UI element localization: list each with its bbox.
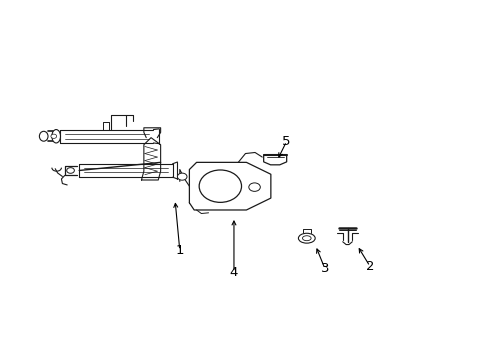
- Ellipse shape: [298, 233, 315, 243]
- Circle shape: [66, 168, 74, 173]
- Ellipse shape: [52, 130, 61, 143]
- Circle shape: [248, 183, 260, 192]
- Ellipse shape: [302, 236, 310, 241]
- Text: 2: 2: [365, 260, 373, 273]
- Text: 1: 1: [175, 244, 183, 257]
- Text: 3: 3: [320, 262, 328, 275]
- Ellipse shape: [40, 131, 48, 141]
- Circle shape: [51, 134, 57, 138]
- Text: 4: 4: [229, 266, 238, 279]
- Ellipse shape: [199, 170, 241, 202]
- Circle shape: [177, 173, 186, 180]
- Text: 5: 5: [282, 135, 290, 148]
